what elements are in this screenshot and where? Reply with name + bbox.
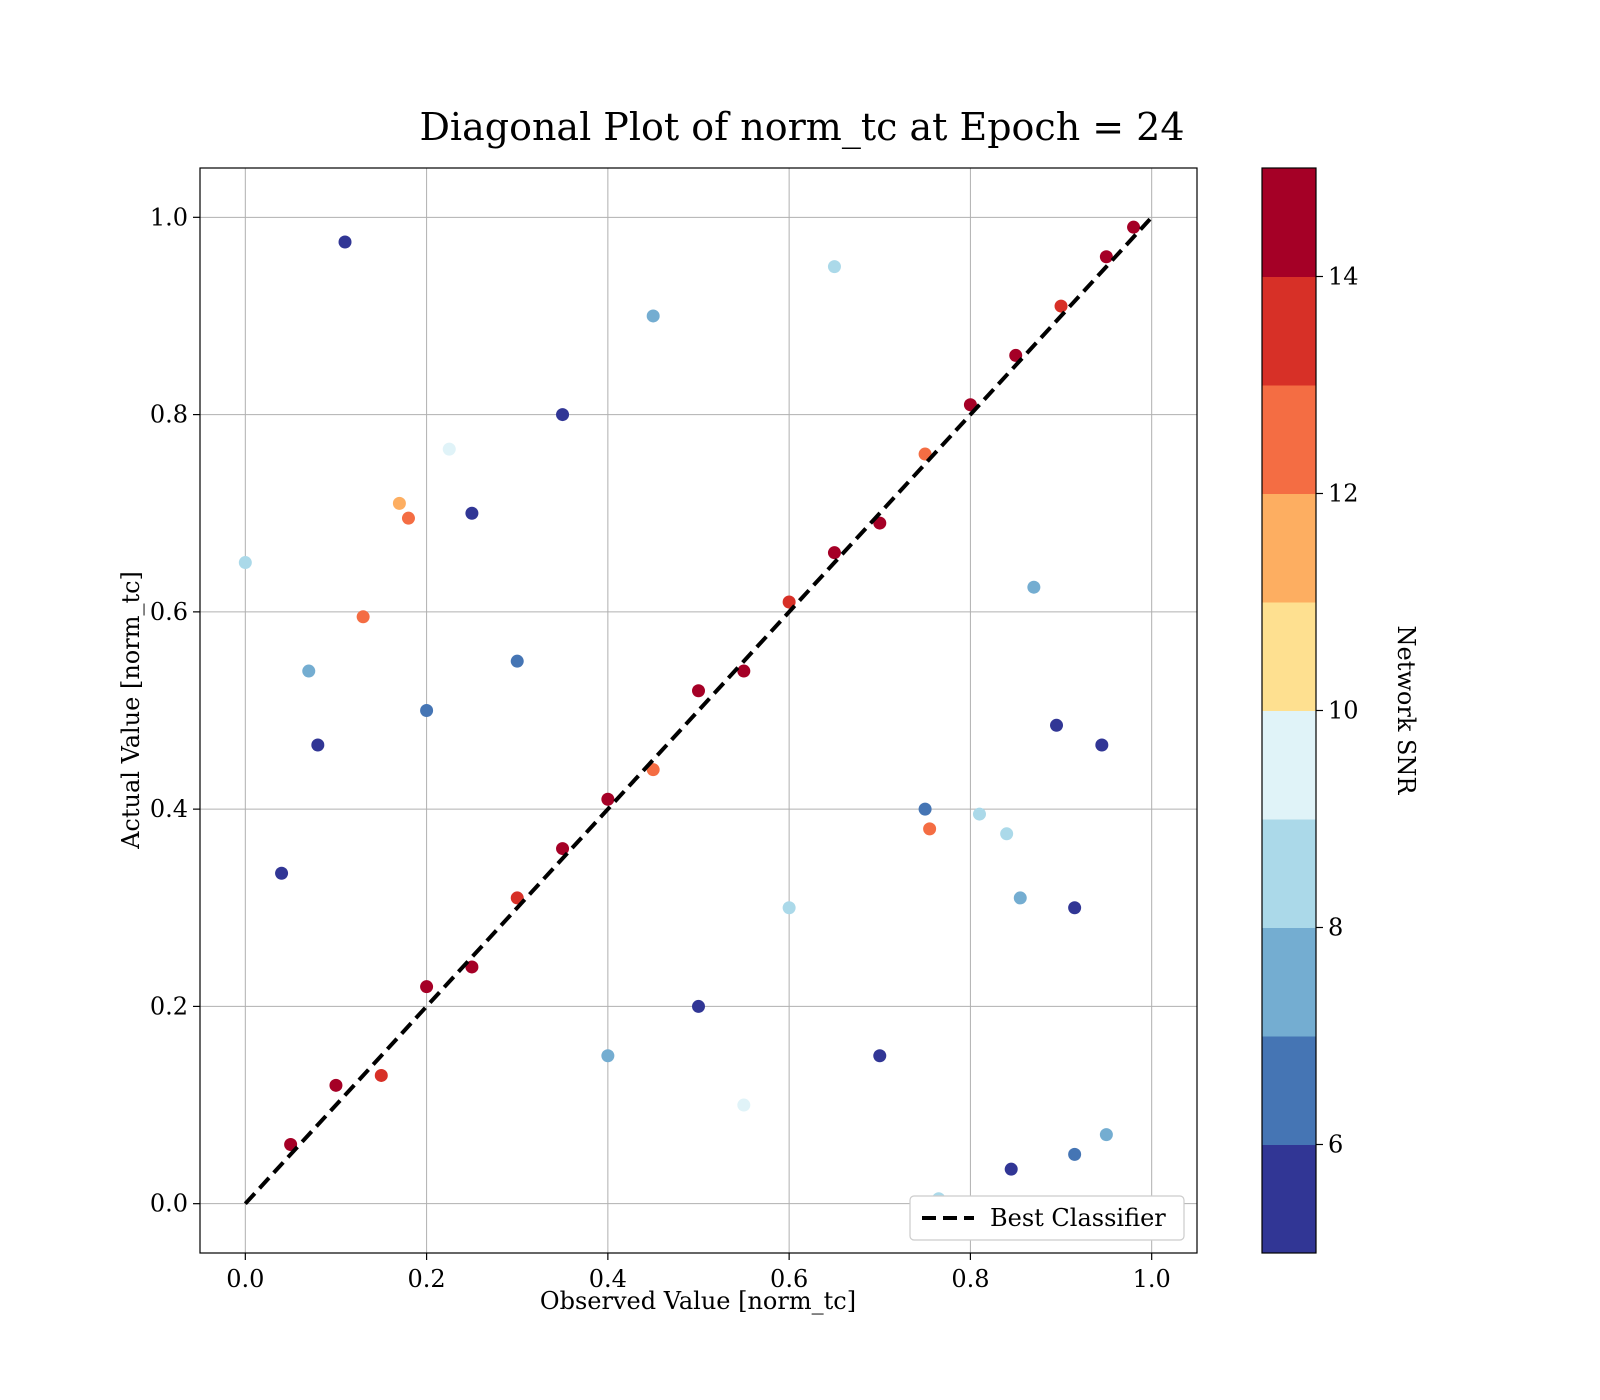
scatter-point — [918, 802, 932, 816]
scatter-point — [827, 260, 841, 274]
colorbar-tick-label: 14 — [1328, 263, 1359, 291]
scatter-point — [556, 408, 570, 422]
scatter-point — [238, 556, 252, 570]
scatter-point — [1000, 827, 1014, 841]
scatter-point — [918, 447, 932, 461]
best-classifier-line — [243, 215, 1154, 1206]
grid — [200, 168, 1197, 1253]
colorbar-label: Network SNR — [1392, 626, 1420, 796]
scatter-point — [401, 511, 415, 525]
scatter-point — [465, 506, 479, 520]
colorbar-segment — [1262, 168, 1316, 277]
plot-frame — [199, 167, 1198, 1254]
chart-title: Diagonal Plot of norm_tc at Epoch = 24 — [419, 105, 1184, 150]
y-tick-label: 1.0 — [150, 203, 188, 231]
scatter-point — [972, 807, 986, 821]
scatter-point — [420, 980, 434, 994]
scatter-point — [923, 822, 937, 836]
legend-label-best-classifier: Best Classifier — [990, 1204, 1166, 1232]
scatter-point — [737, 664, 751, 678]
scatter-point — [601, 792, 615, 806]
x-axis-ticks: 0.0 0.2 0.4 0.6 0.8 1.0 — [226, 1253, 1171, 1293]
colorbar-segment — [1262, 276, 1316, 386]
scatter-point — [692, 999, 705, 1013]
scatter-point — [374, 1068, 388, 1082]
colorbar-segment — [1262, 385, 1316, 494]
scatter-point — [827, 546, 841, 560]
scatter-point — [601, 1049, 615, 1063]
scatter-point — [1013, 891, 1027, 905]
colorbar-segment — [1262, 710, 1316, 820]
scatter-point — [782, 901, 796, 915]
scatter-point — [510, 891, 524, 905]
legend-box — [909, 1195, 1185, 1241]
scatter-point — [1099, 250, 1113, 264]
colorbar-segment — [1262, 1144, 1316, 1254]
scatter-point — [420, 704, 434, 717]
scatter-point — [782, 595, 796, 609]
x-tick-label: 0.4 — [589, 1265, 627, 1293]
scatter-point — [873, 516, 887, 530]
colorbar — [1262, 168, 1316, 1254]
x-tick-label: 0.2 — [408, 1265, 446, 1293]
scatter-point — [1027, 580, 1041, 594]
scatter-point — [1004, 1162, 1018, 1176]
scatter-points — [238, 220, 1141, 1206]
colorbar-segment — [1262, 1036, 1316, 1145]
scatter-point — [737, 1098, 751, 1112]
scatter-point — [311, 738, 325, 752]
colorbar-ticks: 6 8 10 12 14 — [1316, 263, 1359, 1159]
scatter-point — [1054, 299, 1068, 313]
x-tick-label: 1.0 — [1133, 1265, 1171, 1293]
y-axis-label: Actual Value [norm_tc] — [117, 571, 145, 850]
scatter-point — [1009, 348, 1023, 362]
scatter-point — [873, 1049, 887, 1063]
y-tick-label: 0.8 — [150, 401, 188, 429]
scatter-point — [302, 664, 316, 678]
y-tick-label: 0.2 — [150, 992, 188, 1020]
x-axis-label: Observed Value [norm_tc] — [540, 1287, 856, 1315]
x-tick-label: 0.8 — [951, 1265, 989, 1293]
y-axis-ticks: 0.0 0.2 0.4 0.6 0.8 1.0 — [150, 203, 200, 1218]
y-tick-label: 0.0 — [150, 1190, 188, 1218]
y-tick-label: 0.6 — [150, 598, 188, 626]
scatter-point — [963, 398, 977, 412]
scatter-point — [284, 1138, 298, 1151]
scatter-point — [275, 866, 289, 880]
y-tick-label: 0.4 — [150, 795, 188, 823]
scatter-point — [646, 309, 660, 323]
colorbar-tick-label: 8 — [1328, 914, 1343, 942]
scatter-point — [1099, 1128, 1113, 1142]
colorbar-segment — [1262, 493, 1316, 603]
scatter-point — [338, 235, 352, 249]
scatter-point — [392, 496, 406, 510]
colorbar-segment — [1262, 819, 1316, 928]
scatter-point — [510, 654, 524, 668]
legend: Best Classifier — [909, 1195, 1185, 1241]
x-tick-label: 0.6 — [770, 1265, 808, 1293]
scatter-point — [1095, 738, 1109, 752]
x-tick-label: 0.0 — [226, 1265, 264, 1293]
scatter-point — [1127, 220, 1141, 234]
scatter-point — [465, 960, 479, 974]
scatter-point — [329, 1078, 343, 1092]
colorbar-segment — [1262, 927, 1316, 1037]
scatter-point — [692, 684, 705, 698]
scatter-point — [1050, 718, 1064, 732]
scatter-point — [556, 842, 570, 856]
colorbar-tick-label: 6 — [1328, 1131, 1343, 1159]
colorbar-tick-label: 12 — [1328, 480, 1359, 508]
colorbar-segment — [1262, 602, 1316, 711]
scatter-point — [646, 763, 660, 777]
scatter-point — [356, 610, 370, 624]
scatter-point — [442, 442, 456, 456]
colorbar-tick-label: 10 — [1328, 697, 1359, 725]
scatter-point — [1068, 1147, 1082, 1161]
scatter-point — [1068, 901, 1082, 915]
